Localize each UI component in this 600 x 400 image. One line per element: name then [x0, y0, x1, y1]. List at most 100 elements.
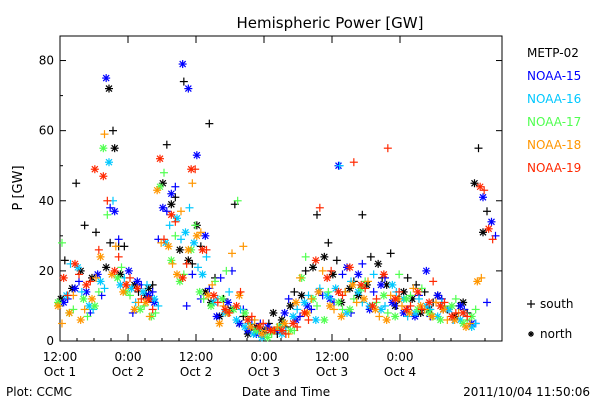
point-north	[215, 319, 224, 328]
point-north	[391, 294, 400, 303]
point-south	[162, 140, 171, 149]
point-south	[58, 319, 66, 328]
point-south	[182, 301, 191, 310]
point-north	[195, 287, 204, 296]
y-axis-label: P [GW]	[11, 165, 26, 210]
point-south	[290, 287, 299, 296]
point-south	[327, 266, 336, 275]
point-south	[168, 259, 177, 268]
point-north	[323, 273, 332, 282]
point-south	[296, 312, 304, 321]
point-south	[406, 301, 415, 310]
point-north	[243, 315, 252, 324]
point-south	[109, 126, 117, 135]
legend-item: NOAA-17	[527, 115, 581, 129]
point-north	[459, 308, 468, 317]
point-south	[477, 273, 486, 282]
y-tick-label: 80	[39, 54, 54, 68]
point-north	[320, 252, 329, 261]
point-south	[162, 207, 171, 216]
point-south	[160, 168, 168, 177]
point-north	[255, 322, 264, 331]
point-south	[92, 273, 100, 282]
point-south	[432, 298, 440, 307]
point-south	[154, 301, 163, 310]
point-north	[348, 280, 357, 289]
marker-legend-plus-icon	[527, 300, 535, 308]
point-south	[86, 277, 95, 286]
point-south	[352, 298, 361, 307]
point-south	[301, 266, 310, 275]
point-south	[228, 249, 236, 258]
point-north	[368, 301, 377, 310]
point-north	[173, 214, 181, 223]
point-north	[221, 305, 230, 314]
point-north	[102, 263, 111, 272]
point-south	[415, 294, 423, 303]
data-points	[54, 60, 500, 342]
point-north	[289, 312, 298, 321]
point-south	[225, 308, 234, 317]
point-north	[88, 294, 96, 303]
point-north	[289, 319, 298, 328]
point-north	[379, 291, 388, 300]
point-north	[93, 270, 102, 279]
point-north	[377, 280, 385, 289]
point-north	[178, 273, 187, 282]
point-south	[106, 203, 115, 212]
point-north	[184, 245, 193, 254]
point-north	[402, 294, 411, 303]
point-south	[483, 298, 491, 307]
point-north	[113, 273, 122, 282]
point-south	[148, 305, 157, 314]
point-south	[75, 277, 83, 286]
point-south	[111, 242, 120, 251]
point-north	[232, 315, 241, 324]
point-south	[100, 130, 109, 139]
point-north	[280, 308, 289, 317]
timestamp: 2011/10/04 11:50:06	[463, 385, 590, 399]
point-north	[110, 266, 119, 275]
point-south	[301, 252, 310, 261]
point-north	[54, 301, 62, 310]
point-south	[284, 294, 293, 303]
x-tick-date: Oct 4	[384, 365, 416, 379]
point-south	[383, 308, 392, 317]
x-tick-date: Oct 2	[180, 365, 212, 379]
plot-credit: Plot: CCMC	[6, 385, 72, 399]
point-north	[144, 284, 153, 293]
point-south	[177, 207, 185, 216]
point-south	[483, 207, 491, 216]
point-north	[175, 245, 184, 254]
point-south	[293, 305, 302, 314]
point-south	[318, 266, 327, 275]
point-north	[357, 280, 366, 289]
point-south	[304, 315, 313, 324]
legend-item: NOAA-19	[527, 161, 581, 175]
point-south	[395, 270, 404, 279]
point-north	[82, 287, 91, 296]
point-north	[207, 301, 215, 310]
point-south	[406, 291, 415, 300]
point-north	[425, 298, 434, 307]
point-south	[335, 161, 344, 170]
point-north	[416, 301, 425, 310]
point-south	[369, 287, 378, 296]
legend-item: METP-02	[527, 46, 579, 60]
point-south	[324, 287, 333, 296]
point-north	[192, 231, 201, 240]
y-axis: 0 20 40 60 80	[39, 54, 502, 348]
point-south	[69, 305, 78, 314]
point-north	[422, 266, 431, 275]
point-north	[96, 252, 105, 261]
point-north	[201, 231, 210, 240]
point-south	[148, 287, 157, 296]
point-north	[71, 284, 79, 293]
point-south	[194, 263, 202, 272]
y-tick-label: 60	[39, 124, 54, 138]
point-north	[110, 207, 119, 216]
marker-legend: south north	[527, 297, 574, 341]
point-south	[179, 77, 188, 86]
point-south	[381, 301, 389, 310]
point-north	[473, 277, 482, 286]
